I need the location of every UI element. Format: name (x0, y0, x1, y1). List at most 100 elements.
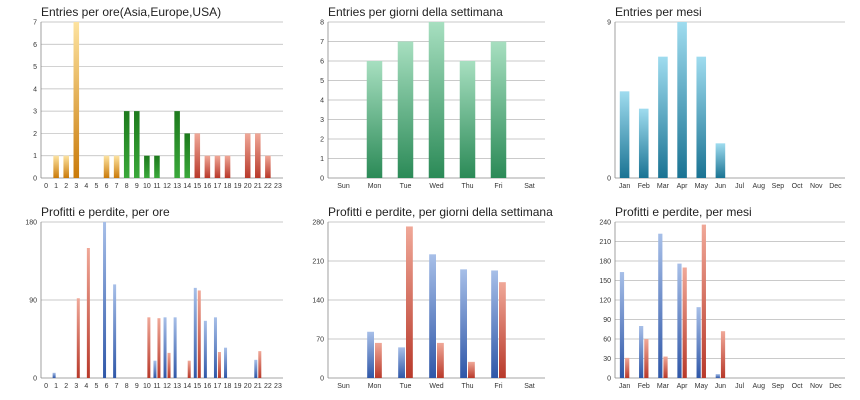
x-tick-label: 10 (143, 383, 151, 390)
bar (103, 155, 110, 178)
bar (123, 111, 130, 178)
x-tick-label: 11 (153, 383, 160, 390)
bar-series-2 (76, 298, 80, 378)
bar-series-1 (163, 317, 167, 378)
bar-series-1 (203, 320, 207, 378)
bar-series-2 (406, 226, 413, 378)
x-tick-label: 20 (244, 183, 252, 190)
bar-series-2 (644, 339, 649, 378)
x-tick-label: 6 (105, 183, 109, 190)
x-tick-label: Jul (735, 383, 744, 390)
x-tick-label: 8 (125, 383, 129, 390)
x-tick-label: Jan (619, 383, 630, 390)
bar (244, 133, 251, 178)
x-tick-label: Oct (792, 383, 803, 390)
bar-series-2 (499, 282, 506, 378)
bar (214, 155, 221, 178)
x-tick-label: Apr (677, 183, 689, 190)
x-tick-label: Dec (829, 383, 842, 390)
bar-series-1 (429, 254, 436, 378)
x-tick-label: 21 (254, 183, 262, 190)
x-tick-label: May (695, 183, 709, 190)
x-tick-label: 5 (95, 383, 99, 390)
bar-series-2 (217, 352, 221, 378)
bar-series-2 (147, 317, 151, 378)
bar (428, 22, 445, 178)
x-tick-label: 15 (193, 383, 201, 390)
x-tick-label: 3 (74, 383, 78, 390)
x-tick-label: Sun (337, 383, 350, 390)
chart-profit-loss-per-month: Profitti e perdite, per mesi 0 30 60 90 120 1… (580, 200, 860, 400)
bar-series-1 (715, 374, 720, 378)
x-tick-label: 7 (115, 183, 119, 190)
bar-series-1 (696, 307, 701, 378)
x-tick-label: Feb (638, 183, 650, 190)
y-tick-label: 9 (607, 20, 611, 27)
x-tick-label: Jan (619, 183, 630, 190)
y-tick-label: 6 (33, 42, 37, 49)
x-tick-label: 4 (84, 383, 88, 390)
chart-title: Entries per ore(Asia,Europe,USA) (41, 5, 222, 19)
chart-profit-loss-per-weekday: Profitti e perdite, per giorni della set… (290, 200, 580, 400)
x-tick-label: 2 (64, 383, 68, 390)
bar-series-2 (682, 267, 687, 378)
y-tick-label: 0 (33, 376, 37, 383)
x-tick-label: Jun (715, 383, 726, 390)
x-tick-label: Mar (657, 383, 670, 390)
bar-series-1 (213, 317, 217, 378)
x-tick-label: 0 (44, 383, 48, 390)
y-tick-label: 0 (607, 176, 611, 183)
chart-profit-loss-per-hour: Profitti e perdite, per ore 0 90 180 0 1 2 3 4 5… (0, 200, 290, 400)
x-tick-label: 5 (95, 183, 99, 190)
bar-series-2 (167, 352, 171, 378)
bar-series-2 (258, 351, 262, 378)
x-tick-label: 3 (74, 183, 78, 190)
bar-series-2 (701, 224, 706, 378)
bar-series-1 (460, 269, 467, 378)
bar (63, 155, 69, 178)
bar (144, 155, 150, 178)
y-tick-label: 150 (599, 278, 611, 285)
x-tick-label: 13 (173, 383, 181, 390)
bar (490, 41, 507, 178)
bar-series-2 (187, 360, 191, 378)
bar (677, 22, 687, 178)
bar-series-2 (197, 290, 201, 378)
x-tick-label: 4 (84, 183, 88, 190)
bar (184, 133, 190, 178)
x-tick-label: 23 (274, 383, 282, 390)
x-tick-label: 1 (54, 183, 58, 190)
x-tick-label: 17 (214, 183, 222, 190)
y-tick-label: 4 (33, 86, 37, 93)
y-tick-label: 280 (312, 220, 324, 227)
x-tick-label: Oct (792, 183, 803, 190)
x-tick-label: 10 (143, 183, 151, 190)
y-tick-label: 2 (320, 137, 324, 144)
x-tick-label: Tue (400, 383, 412, 390)
x-tick-label: Thu (461, 183, 473, 190)
x-tick-label: Nov (810, 183, 823, 190)
x-tick-label: 23 (274, 183, 282, 190)
x-tick-label: 12 (163, 383, 171, 390)
bar (638, 108, 649, 178)
x-tick-label: 0 (44, 183, 48, 190)
x-tick-label: Aug (753, 183, 766, 190)
x-tick-label: 9 (135, 183, 139, 190)
x-tick-label: Nov (810, 383, 823, 390)
x-tick-label: 1 (54, 383, 58, 390)
x-tick-label: Jul (735, 183, 744, 190)
x-tick-label: 16 (203, 183, 211, 190)
y-tick-label: 180 (25, 220, 37, 227)
bar-series-1 (113, 284, 117, 378)
x-tick-label: 9 (135, 383, 139, 390)
x-tick-label: Wed (429, 183, 443, 190)
x-tick-label: Thu (461, 383, 473, 390)
y-tick-label: 0 (607, 376, 611, 383)
y-tick-label: 90 (29, 298, 37, 305)
x-tick-label: Jun (715, 183, 726, 190)
y-tick-label: 210 (312, 259, 324, 266)
bar (113, 155, 120, 178)
bar-series-1 (103, 222, 107, 378)
